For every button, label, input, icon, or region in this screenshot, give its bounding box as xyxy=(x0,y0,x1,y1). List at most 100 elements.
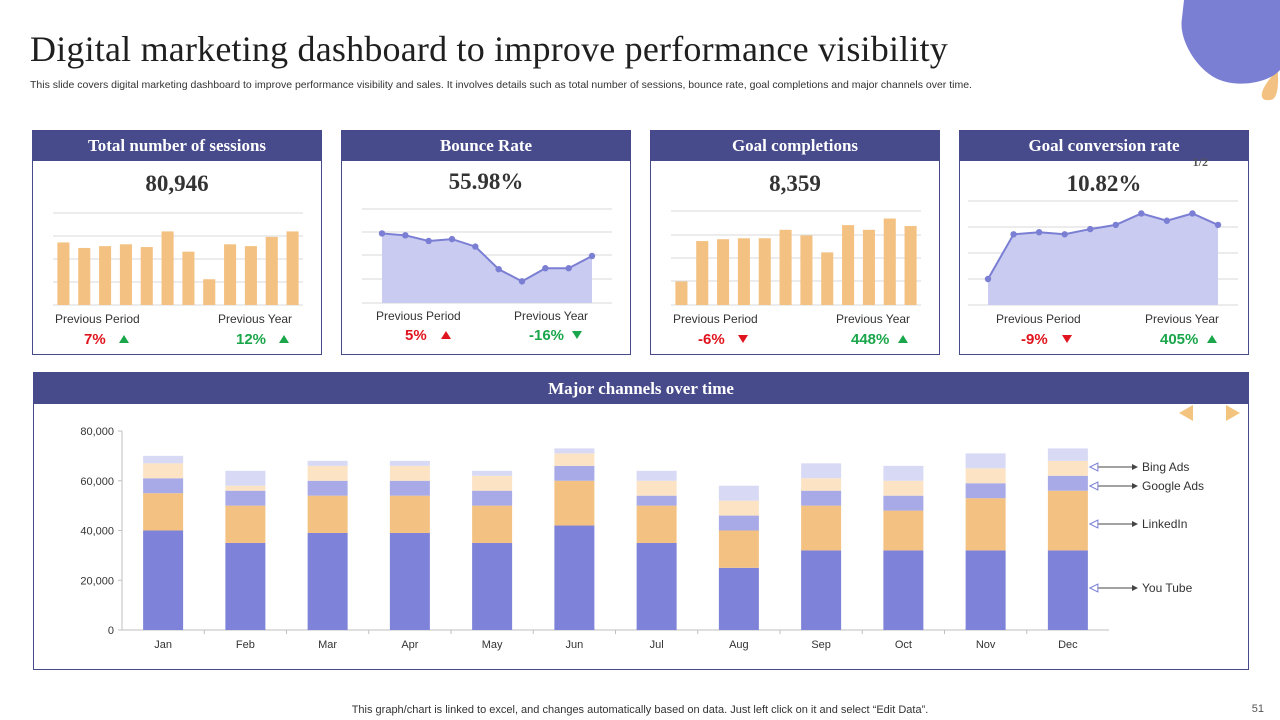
prev-year-value: 405% xyxy=(1160,331,1199,348)
x-tick-label: Mar xyxy=(318,639,337,651)
panel-title: Major channels over time xyxy=(34,373,1248,404)
stacked-bar-segment xyxy=(225,490,266,506)
trend-down-icon xyxy=(738,335,748,343)
stacked-bar-segment xyxy=(472,542,513,630)
bar xyxy=(244,246,257,305)
bar xyxy=(717,239,730,305)
data-point xyxy=(1163,217,1171,224)
stacked-bar-segment xyxy=(636,542,677,630)
stacked-bar-segment xyxy=(801,490,842,506)
area-fill xyxy=(382,233,592,303)
stacked-bar-segment xyxy=(718,515,759,531)
bar xyxy=(842,225,855,305)
prev-period-label: Previous Period xyxy=(673,312,758,326)
prev-period-value: -9% xyxy=(1021,331,1048,348)
stacked-bar-segment xyxy=(389,460,430,466)
card-value: 55.98% xyxy=(448,169,524,194)
bar xyxy=(119,244,132,305)
conversion-rate-area-chart xyxy=(968,200,1238,306)
legend-label: LinkedIn xyxy=(1142,517,1187,531)
prev-period-value: -6% xyxy=(698,331,725,348)
trend-up-icon xyxy=(441,331,451,339)
bar xyxy=(800,235,813,305)
bar xyxy=(265,236,278,305)
x-tick-label: Sep xyxy=(811,639,831,651)
kpi-card-goal-completions: Goal completions 8,359 Previous Period P… xyxy=(650,130,940,355)
stacked-bar-segment xyxy=(307,495,348,533)
y-tick-label: 20,000 xyxy=(80,575,114,587)
prev-period-label: Previous Period xyxy=(55,312,140,326)
prev-period-label: Previous Period xyxy=(996,312,1081,326)
stacked-bar-segment xyxy=(225,542,266,630)
data-point xyxy=(588,252,596,260)
x-tick-label: Jan xyxy=(154,639,172,651)
stacked-bar-segment xyxy=(883,465,924,481)
card-value: 80,946 xyxy=(145,171,209,196)
bar xyxy=(862,229,875,305)
stacked-bar-segment xyxy=(472,490,513,506)
data-point xyxy=(1035,229,1043,236)
stacked-bar-segment xyxy=(636,470,677,481)
legend-arrowhead-icon xyxy=(1132,464,1138,470)
trend-up-icon xyxy=(119,335,129,343)
data-point xyxy=(565,265,572,272)
stacked-bar-segment xyxy=(554,448,595,454)
bar xyxy=(161,231,174,305)
trend-up-icon xyxy=(898,335,908,343)
slide-number: 51 xyxy=(1251,703,1264,715)
page-title: Digital marketing dashboard to improve p… xyxy=(30,29,948,69)
card-title: Goal conversion rate xyxy=(960,131,1248,161)
legend-arrowhead-icon xyxy=(1132,521,1138,527)
stacked-bar-segment xyxy=(307,460,348,466)
data-point xyxy=(1138,210,1145,217)
prev-year-value: -16% xyxy=(529,327,565,344)
stacked-bar-segment xyxy=(143,493,184,531)
card-value: 10.82% xyxy=(1066,171,1142,196)
stacked-bar-segment xyxy=(307,480,348,496)
data-point xyxy=(1189,210,1196,217)
stacked-bar-segment xyxy=(883,510,924,551)
major-channels-stacked-bar-chart: 0 20,000 40,000 60,000 80,000 Jan Feb Mar Apr May… xyxy=(80,426,1204,651)
y-tick-label: 80,000 xyxy=(80,426,114,438)
bar xyxy=(57,242,70,305)
stacked-bar-segment xyxy=(718,567,759,630)
legend-pointer-icon xyxy=(1088,583,1099,593)
sessions-bar-chart xyxy=(53,212,303,306)
prev-period-label: Previous Period xyxy=(376,309,461,323)
data-point xyxy=(1061,231,1068,238)
stacked-bar-segment xyxy=(636,495,677,506)
stacked-bar-segment xyxy=(883,480,924,496)
stacked-bar-segment xyxy=(472,475,513,491)
bar xyxy=(904,226,917,305)
y-tick-label: 0 xyxy=(108,625,114,637)
prev-year-label: Previous Year xyxy=(218,312,293,326)
data-point xyxy=(1112,221,1119,229)
bar xyxy=(78,247,91,305)
data-point xyxy=(518,278,526,285)
data-point xyxy=(495,265,502,273)
bar xyxy=(883,218,896,305)
previous-arrow-icon[interactable] xyxy=(1179,405,1193,421)
bounce-rate-area-chart xyxy=(362,208,612,304)
y-tick-label: 60,000 xyxy=(80,476,114,488)
stacked-bar-segment xyxy=(225,470,266,486)
bar xyxy=(182,251,195,305)
x-tick-label: Dec xyxy=(1058,639,1078,651)
bar xyxy=(737,238,750,305)
data-point xyxy=(542,265,549,272)
legend-arrowhead-icon xyxy=(1132,483,1138,489)
stacked-bar-segment xyxy=(472,470,513,476)
prev-year-value: 12% xyxy=(236,331,267,348)
data-point xyxy=(402,232,409,239)
stacked-bar-segment xyxy=(801,463,842,479)
stacked-bar-segment xyxy=(718,485,759,501)
kpi-card-sessions: Total number of sessions 80,946 Previous… xyxy=(32,130,322,355)
series-line xyxy=(381,232,593,283)
next-arrow-icon[interactable] xyxy=(1226,405,1240,421)
stacked-bar-segment xyxy=(554,465,595,481)
stacked-bar-segment xyxy=(389,532,430,630)
stacked-bar-segment xyxy=(143,455,184,464)
trend-up-icon xyxy=(279,335,289,343)
trend-down-icon xyxy=(1062,335,1072,343)
bar xyxy=(696,241,709,305)
